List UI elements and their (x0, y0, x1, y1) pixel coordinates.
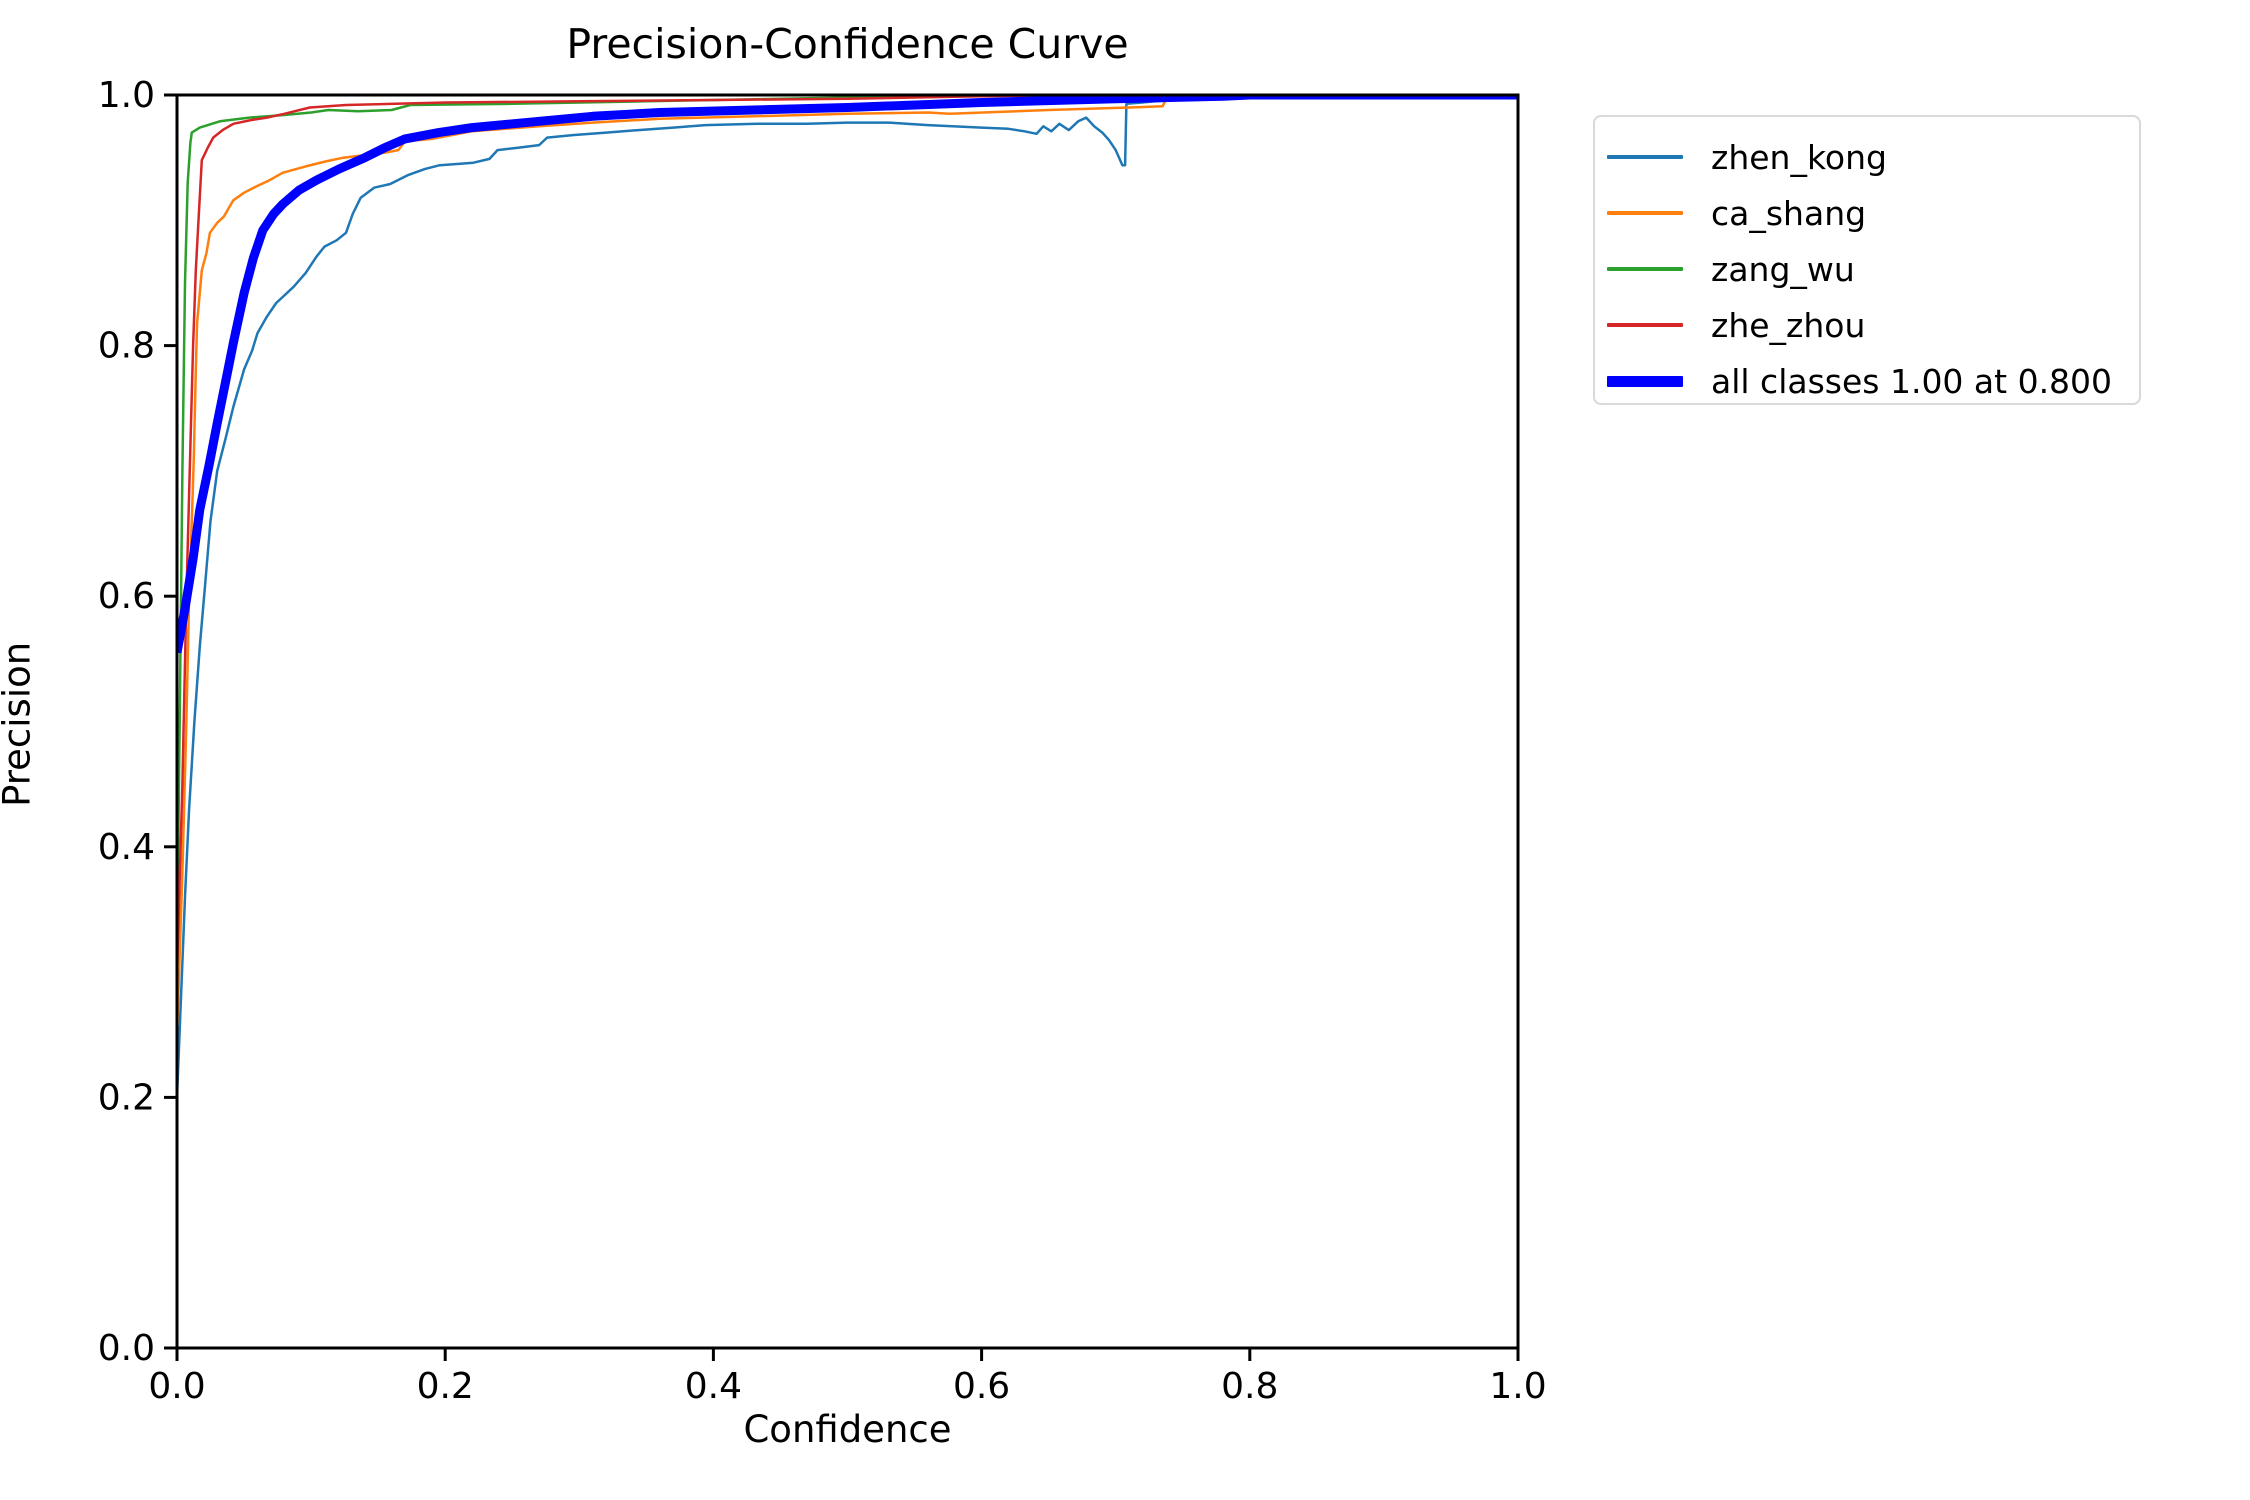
y-axis-label: Precision (0, 641, 39, 807)
legend-line-swatch (1607, 155, 1683, 159)
legend-label: ca_shang (1711, 193, 1867, 233)
x-tick-label: 0.4 (685, 1366, 742, 1407)
legend-line-swatch (1607, 375, 1683, 387)
x-tick-label: 0.8 (1221, 1366, 1278, 1407)
x-axis-label: Confidence (743, 1408, 952, 1451)
legend-label: zhen_kong (1711, 137, 1887, 177)
legend-label: zang_wu (1711, 249, 1855, 289)
legend-item-zang-wu: zang_wu (1595, 241, 2139, 297)
legend-line-swatch (1607, 267, 1683, 271)
axes-frame (175, 93, 1520, 1350)
y-tick-label: 0.2 (98, 1077, 155, 1118)
legend-item-ca-shang: ca_shang (1595, 185, 2139, 241)
y-tick-label: 0.6 (98, 576, 155, 617)
series-line-all-classes-1-00-at-0-800 (177, 95, 1518, 654)
series-line-ca-shang (177, 95, 1518, 1035)
legend-item-zhe-zhou: zhe_zhou (1595, 297, 2139, 353)
y-tick-label: 0.0 (98, 1328, 155, 1369)
legend-item-all-classes-1-00-at-0-800: all classes 1.00 at 0.800 (1595, 353, 2139, 409)
x-tick-label: 1.0 (1489, 1366, 1546, 1407)
legend-line-swatch (1607, 211, 1683, 215)
series-line-zhe-zhou (177, 95, 1518, 973)
y-tick-label: 1.0 (98, 75, 155, 116)
y-tick-label: 0.4 (98, 827, 155, 868)
x-tick-label: 0.6 (953, 1366, 1010, 1407)
legend-label: all classes 1.00 at 0.800 (1711, 361, 2113, 401)
chart-title: Precision-Confidence Curve (566, 20, 1129, 68)
series-line-zhen-kong (177, 95, 1518, 1098)
x-tick-label: 0.0 (148, 1366, 205, 1407)
legend-line-swatch (1607, 323, 1683, 327)
legend-item-zhen-kong: zhen_kong (1595, 129, 2139, 185)
legend-label: zhe_zhou (1711, 305, 1866, 345)
series-line-zang-wu (177, 95, 1518, 948)
x-tick-label: 0.2 (417, 1366, 474, 1407)
y-tick-label: 0.8 (98, 326, 155, 367)
